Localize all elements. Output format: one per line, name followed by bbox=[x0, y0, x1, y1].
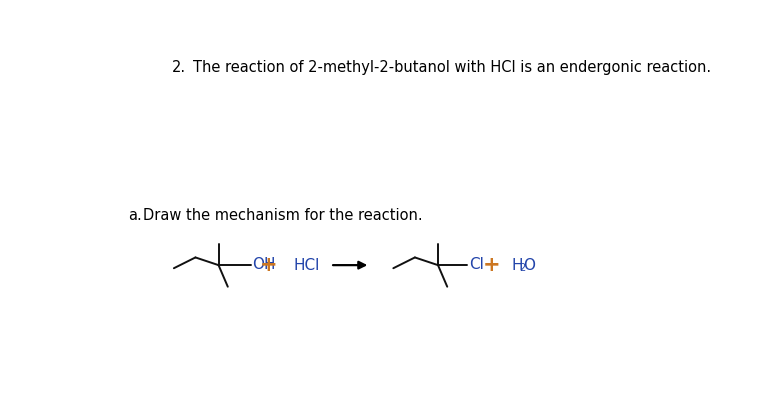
Text: O: O bbox=[524, 258, 535, 273]
Text: Draw the mechanism for the reaction.: Draw the mechanism for the reaction. bbox=[143, 208, 422, 223]
Text: The reaction of 2-methyl-2-butanol with HCl is an endergonic reaction.: The reaction of 2-methyl-2-butanol with … bbox=[193, 60, 711, 74]
Text: 2: 2 bbox=[519, 263, 525, 273]
Text: H: H bbox=[512, 258, 524, 273]
Text: 2.: 2. bbox=[173, 60, 187, 74]
Text: HCl: HCl bbox=[293, 258, 320, 273]
Text: Cl: Cl bbox=[469, 257, 484, 272]
Text: +: + bbox=[483, 255, 501, 275]
Text: OH: OH bbox=[252, 257, 276, 272]
Text: a.: a. bbox=[128, 208, 142, 223]
Text: +: + bbox=[260, 255, 278, 275]
